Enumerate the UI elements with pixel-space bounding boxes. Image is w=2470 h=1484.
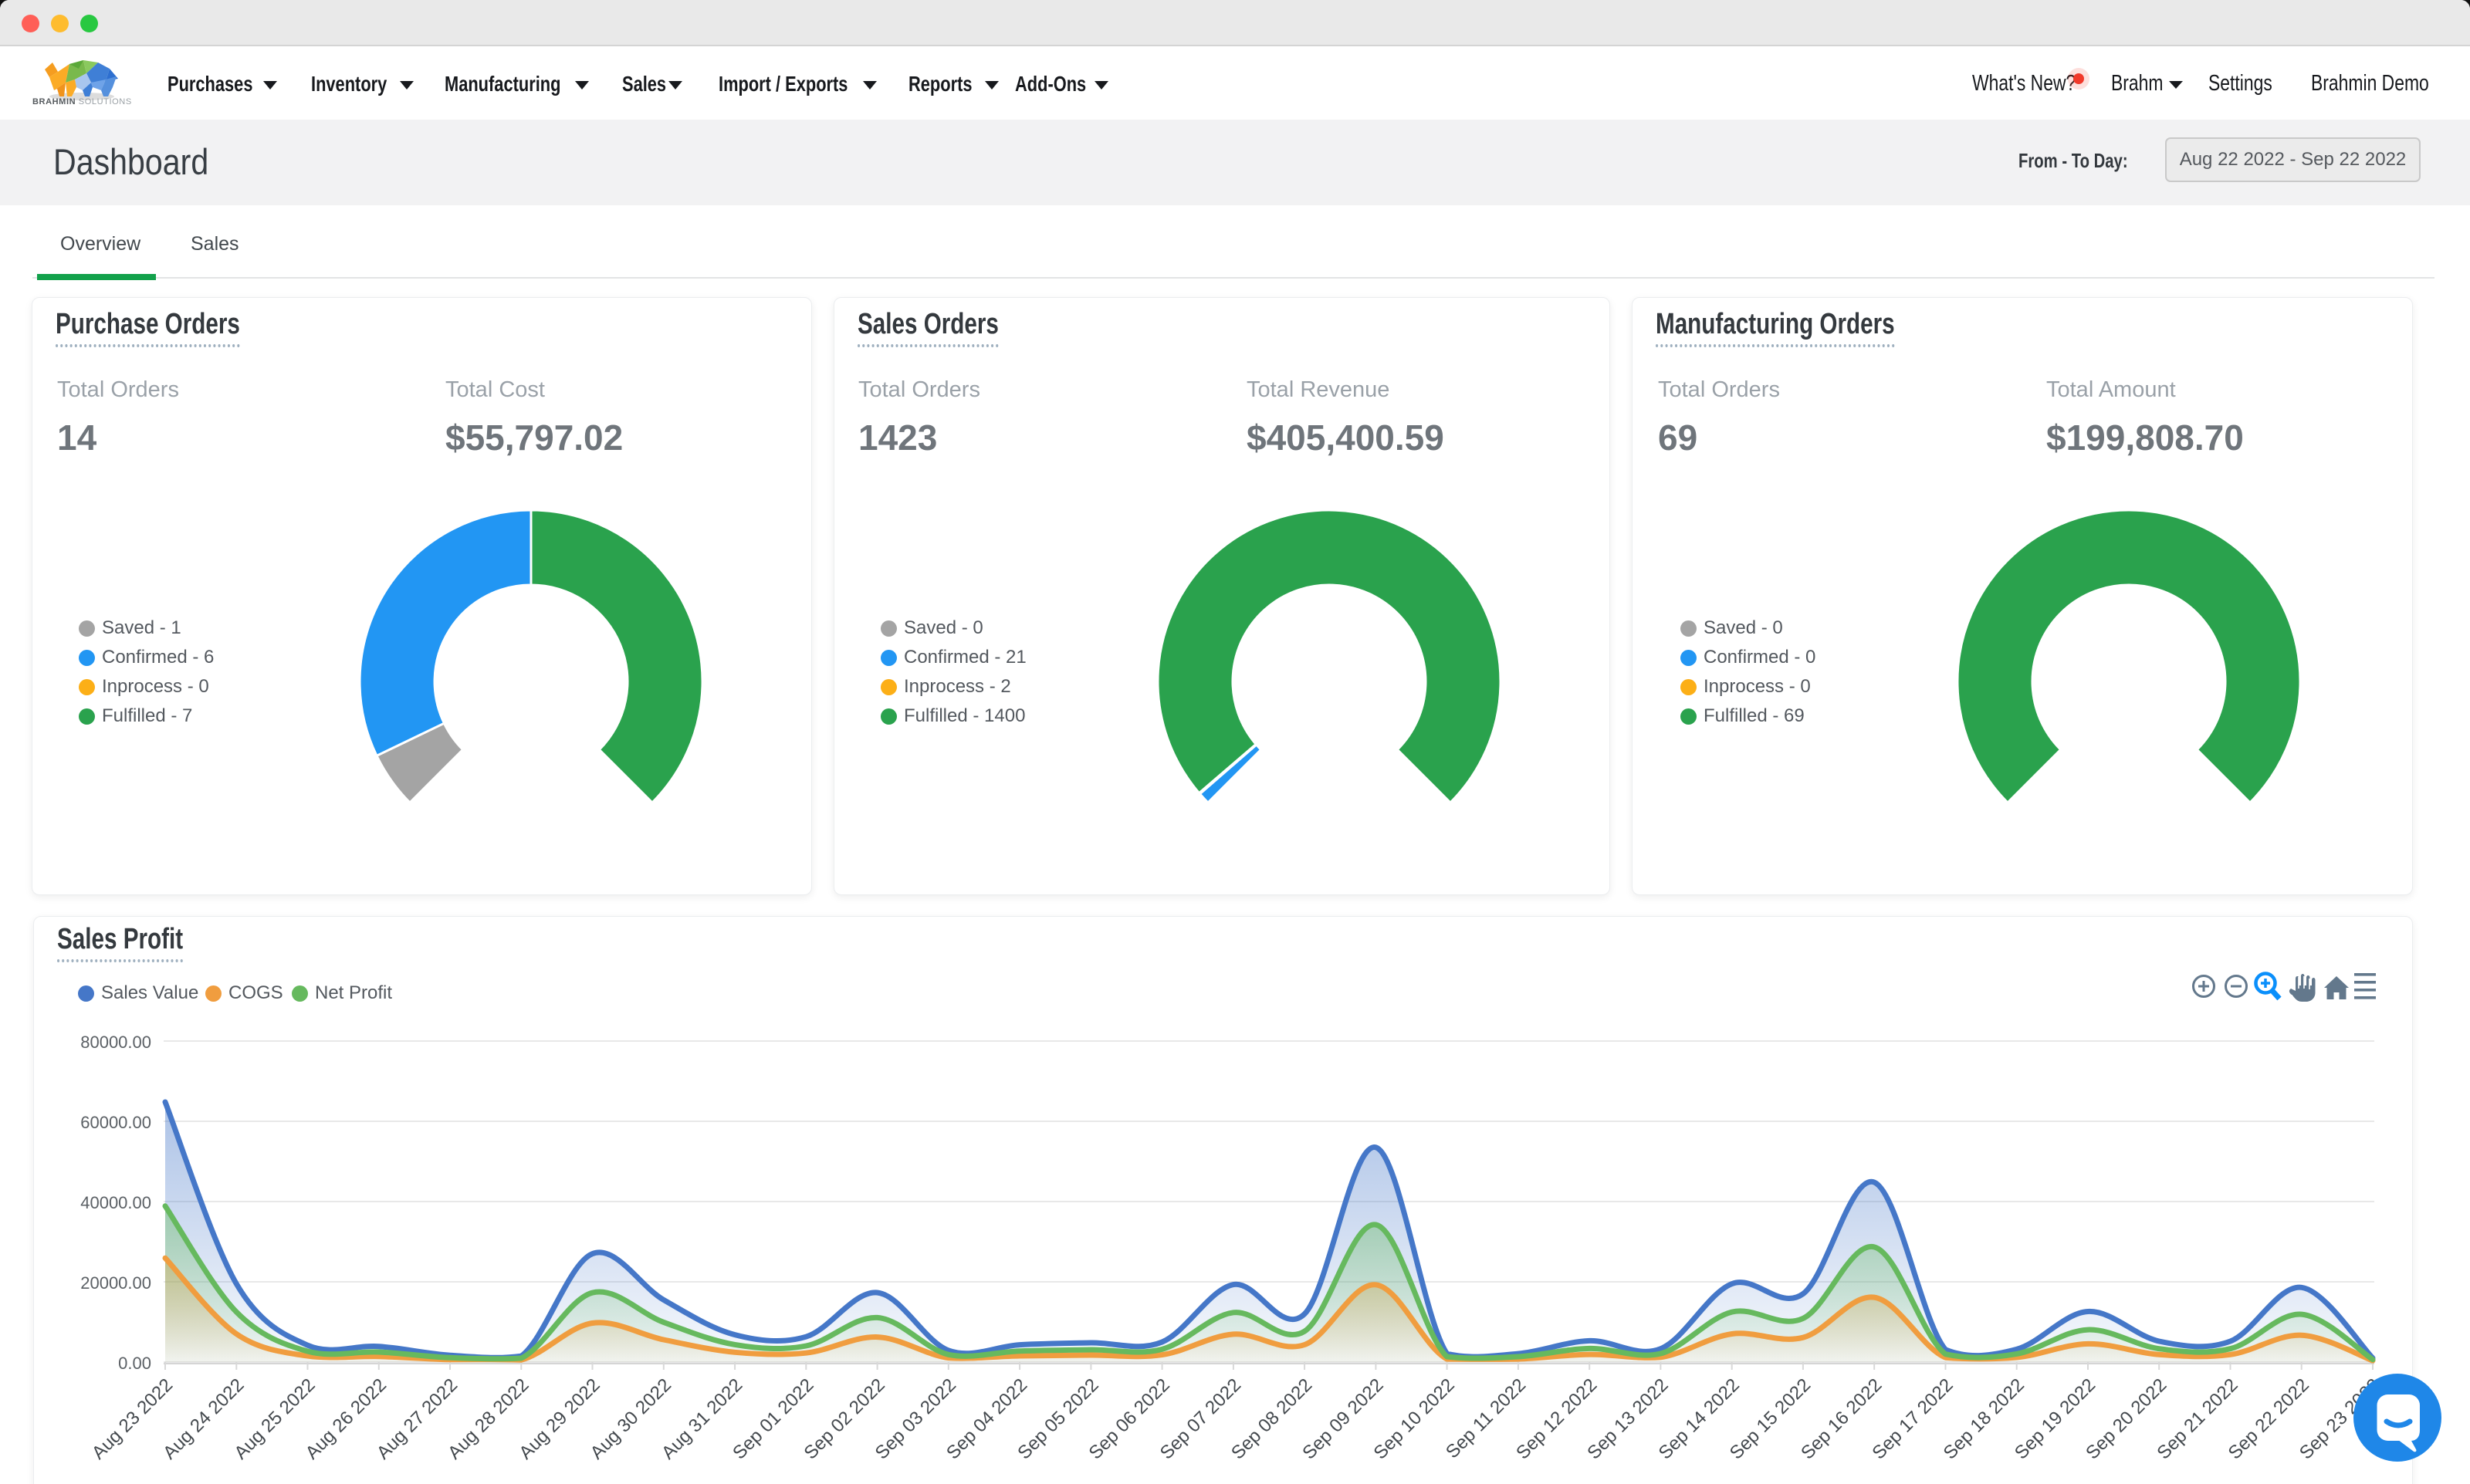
svg-text:0.00: 0.00 [118,1354,151,1373]
svg-text:40000.00: 40000.00 [80,1193,151,1212]
svg-text:20000.00: 20000.00 [80,1273,151,1293]
svg-text:80000.00: 80000.00 [80,1033,151,1052]
svg-text:60000.00: 60000.00 [80,1113,151,1132]
